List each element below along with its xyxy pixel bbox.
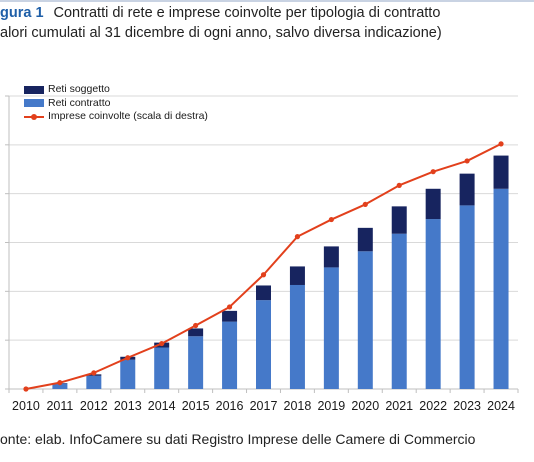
legend-item-imprese: Imprese coinvolte (scala di destra): [24, 110, 208, 124]
legend-swatch-reti-contratto: [24, 99, 44, 108]
x-tick-label: 2018: [284, 399, 312, 413]
bar-reti-contratto: [256, 300, 271, 389]
bar-reti-contratto: [493, 188, 509, 389]
bar-reti-contratto: [120, 359, 136, 389]
point-imprese-coinvolte: [159, 340, 165, 347]
point-imprese-coinvolte: [193, 322, 199, 329]
point-imprese-coinvolte: [57, 380, 63, 386]
bar-reti-contratto: [154, 347, 170, 389]
point-imprese-coinvolte: [125, 355, 131, 361]
legend-swatch-reti-soggetto: [24, 85, 44, 94]
figure-subtitle: alori cumulati al 31 dicembre di ogni an…: [0, 25, 442, 41]
bar-reti-soggetto: [493, 155, 509, 189]
x-tick-label: 2010: [12, 399, 40, 413]
x-tick-label: 2015: [182, 399, 210, 413]
point-imprese-coinvolte: [23, 386, 29, 392]
bar-reti-soggetto: [188, 328, 204, 337]
legend-item-reti-soggetto: Reti soggetto: [24, 83, 208, 97]
bar-reti-contratto: [222, 321, 238, 389]
bar-reti-soggetto: [391, 206, 407, 234]
point-imprese-coinvolte: [464, 158, 470, 164]
bar-reti-contratto: [459, 205, 475, 389]
figure-label: gura 1: [0, 5, 44, 21]
bar-reti-contratto: [188, 336, 204, 389]
legend-label-reti-soggetto: Reti soggetto: [48, 83, 110, 96]
x-tick-label: 2022: [419, 399, 447, 413]
bar-reti-contratto: [323, 267, 339, 389]
bar-reti-soggetto: [256, 285, 271, 301]
legend-swatch-imprese: [24, 113, 44, 121]
x-tick-label: 2012: [80, 399, 108, 413]
source-note: onte: elab. InfoCamere su dati Registro …: [0, 431, 476, 447]
point-imprese-coinvolte: [91, 370, 97, 376]
bar-reti-soggetto: [459, 173, 475, 206]
bar-reti-soggetto: [425, 188, 441, 220]
bar-reti-contratto: [391, 233, 407, 389]
x-tick-label: 2013: [114, 399, 142, 413]
x-tick-label: 2014: [148, 399, 176, 413]
legend-label-imprese: Imprese coinvolte (scala di destra): [48, 110, 208, 123]
x-tick-label: 2017: [250, 399, 278, 413]
point-imprese-coinvolte: [396, 182, 402, 188]
figure-title: gura 1 Contratti di rete e imprese coinvo…: [0, 4, 534, 23]
x-tick-label: 2023: [453, 399, 481, 413]
point-imprese-coinvolte: [328, 216, 334, 223]
bar-reti-contratto: [425, 219, 441, 389]
point-imprese-coinvolte: [498, 141, 504, 147]
x-tick-label: 2019: [317, 399, 345, 413]
bar-reti-contratto: [289, 284, 305, 389]
chart-legend: Reti soggetto Reti contratto Imprese coi…: [24, 83, 208, 124]
x-tick-label: 2020: [351, 399, 379, 413]
legend-item-reti-contratto: Reti contratto: [24, 97, 208, 111]
bar-reti-soggetto: [222, 310, 238, 322]
x-tick-label: 2016: [216, 399, 244, 413]
point-imprese-coinvolte: [226, 304, 233, 310]
bar-reti-contratto: [52, 383, 68, 389]
bar-reti-contratto: [86, 375, 102, 389]
header-rule: [0, 0, 534, 2]
figure-title-text: Contratti di rete e imprese coinvolte pe…: [53, 5, 441, 21]
x-tick-label: 2021: [385, 399, 413, 413]
bar-reti-soggetto: [357, 227, 373, 252]
point-imprese-coinvolte: [430, 169, 436, 175]
bar-reti-soggetto: [323, 246, 339, 268]
point-imprese-coinvolte: [294, 234, 301, 240]
x-tick-label: 2011: [46, 399, 73, 413]
bar-reti-contratto: [357, 251, 373, 389]
point-imprese-coinvolte: [362, 201, 368, 208]
bar-reti-soggetto: [289, 266, 305, 285]
legend-label-reti-contratto: Reti contratto: [48, 96, 111, 109]
point-imprese-coinvolte: [260, 272, 267, 278]
x-tick-label: 2024: [487, 399, 515, 413]
